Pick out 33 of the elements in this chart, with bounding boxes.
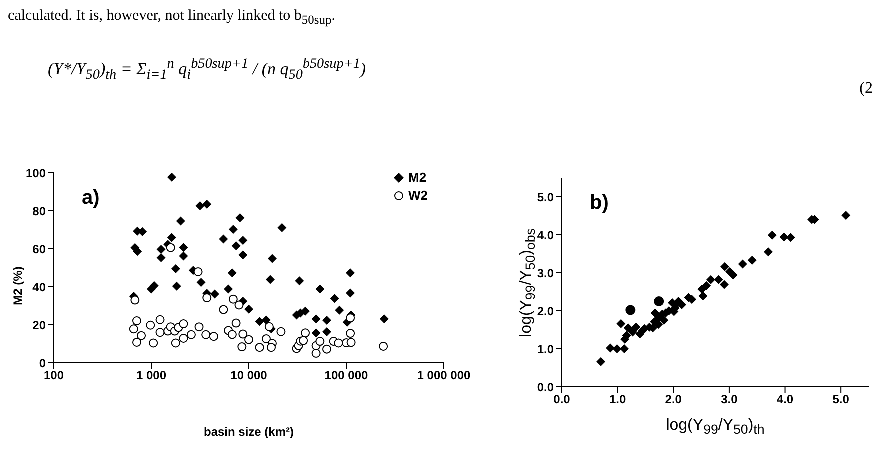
y-axis-title: M2 (%) <box>11 266 25 306</box>
x-axis-title: log(Y$_{99}$/Y$_{50}$)$_{th}$ <box>665 417 766 438</box>
y-tick-label: 100 <box>26 166 46 180</box>
y-tick-label: 2.0 <box>537 304 554 318</box>
x-tick-label: 1 000 000 <box>417 368 472 383</box>
text: (Y*/Y$_{50}$)$_{th}$ = Σ$_{i=1}$$^{n}$ q$_{i}$$^{b50sup+1}$ / (n q$_{50}$$^{b50sup+1}$) <box>48 56 366 84</box>
annotation: b) <box>590 192 609 215</box>
x-tick-label: 1.0 <box>609 392 626 407</box>
y-tick-label: 0.0 <box>537 380 554 394</box>
x-tick-label: 4.0 <box>776 392 794 407</box>
x-tick-label: 0.0 <box>554 392 571 407</box>
x-tick-label: 100 <box>44 368 64 383</box>
x-tick-label: 5.0 <box>832 392 850 407</box>
y-tick-label: 4.0 <box>537 228 554 242</box>
y-tick-label: 40 <box>32 280 46 294</box>
legend-label: M2 <box>408 170 427 185</box>
annotation: a) <box>82 187 100 210</box>
y-tick-label: 60 <box>32 242 46 256</box>
y-tick-label: 3.0 <box>537 266 554 280</box>
y-tick-label: 1.0 <box>537 342 554 356</box>
x-tick-label: 2.0 <box>665 392 682 407</box>
y-tick-label: 80 <box>32 204 46 218</box>
y-tick-label: 5.0 <box>537 190 554 204</box>
text: (2 <box>860 80 873 98</box>
y-tick-label: 0 <box>39 356 46 370</box>
x-tick-label: 3.0 <box>721 392 738 407</box>
x-axis-title: basin size (km²) <box>202 425 296 439</box>
text: calculated. It is, however, not linearly linked to b$_{50sup}$. <box>8 8 336 28</box>
legend-label: W2 <box>408 188 428 203</box>
x-tick-label: 1 000 <box>136 368 167 383</box>
x-tick-label: 10 000 <box>230 368 268 383</box>
x-tick-label: 100 000 <box>324 368 369 383</box>
y-tick-label: 20 <box>32 318 46 332</box>
